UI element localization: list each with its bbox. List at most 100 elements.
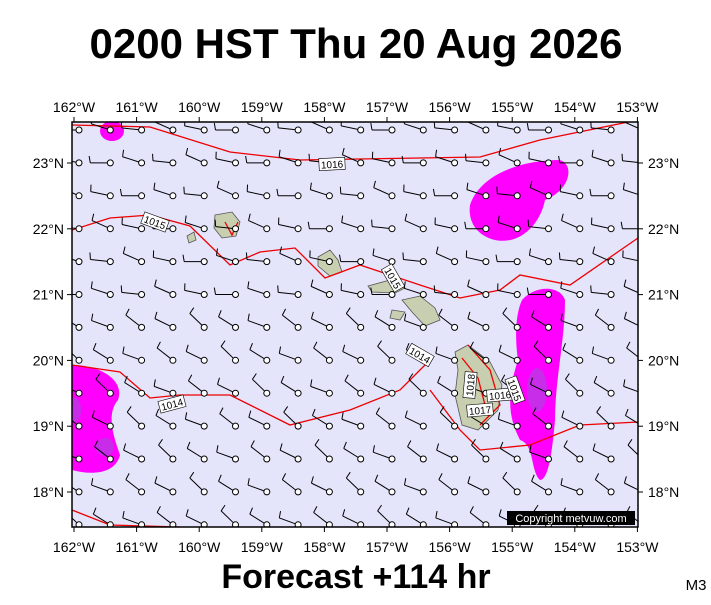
barb-station xyxy=(420,423,426,429)
barb-station xyxy=(389,193,395,199)
lat-label-right: 18°N xyxy=(648,484,679,500)
lon-label-top: 155°W xyxy=(491,99,534,115)
barb-station xyxy=(452,456,458,462)
barb-station xyxy=(358,160,364,166)
barb-station xyxy=(483,324,489,330)
barb-station xyxy=(577,160,583,166)
barb-station xyxy=(608,226,614,232)
barb-station xyxy=(420,489,426,495)
barb-station xyxy=(358,390,364,396)
barb-station xyxy=(577,193,583,199)
copyright: Copyright metvuw.com xyxy=(515,513,626,525)
lat-label-right: 21°N xyxy=(648,287,679,303)
barb-station xyxy=(452,357,458,363)
lon-label-bottom: 161°W xyxy=(116,539,159,555)
barb-station xyxy=(326,324,332,330)
barb-station xyxy=(139,390,145,396)
barb-station xyxy=(170,324,176,330)
barb-station xyxy=(233,160,239,166)
barb-station xyxy=(170,160,176,166)
barb-station xyxy=(233,193,239,199)
barb-station xyxy=(577,489,583,495)
isobar-label: 1017 xyxy=(467,403,494,418)
barb-station xyxy=(577,127,583,133)
barb-station xyxy=(546,456,552,462)
barb-station xyxy=(389,324,395,330)
map-title: 0200 HST Thu 20 Aug 2026 xyxy=(90,20,623,67)
barb-feather xyxy=(62,310,65,316)
barb-station xyxy=(577,292,583,298)
barb-station xyxy=(608,357,614,363)
barb-feather xyxy=(58,123,59,130)
lat-label-left: 20°N xyxy=(33,352,64,368)
lon-label-bottom: 157°W xyxy=(366,539,409,555)
barb-station xyxy=(546,226,552,232)
barb-station xyxy=(358,456,364,462)
barb-station xyxy=(76,193,82,199)
barb-station xyxy=(233,127,239,133)
barb-station xyxy=(389,489,395,495)
barb-station xyxy=(170,489,176,495)
barb-station xyxy=(577,456,583,462)
barb-station xyxy=(201,226,207,232)
barb-station xyxy=(326,259,332,265)
barb-station xyxy=(358,226,364,232)
barb-station xyxy=(420,390,426,396)
lon-label-top: 159°W xyxy=(241,99,284,115)
barb-station xyxy=(264,292,270,298)
lon-label-top: 161°W xyxy=(116,99,159,115)
barb-station xyxy=(608,324,614,330)
barb-feather xyxy=(63,408,66,414)
barb-station xyxy=(233,324,239,330)
barb-station xyxy=(639,390,645,396)
barb-station xyxy=(420,456,426,462)
barb-station xyxy=(201,127,207,133)
barb-feather xyxy=(468,115,470,122)
barb-station xyxy=(295,226,301,232)
barb-station xyxy=(264,456,270,462)
barb-station xyxy=(452,423,458,429)
barb-feather xyxy=(65,505,69,511)
barb-station xyxy=(76,259,82,265)
barb-station xyxy=(76,292,82,298)
barb-station xyxy=(452,259,458,265)
barb-station xyxy=(608,456,614,462)
lon-label-bottom: 155°W xyxy=(491,539,534,555)
barb-feather xyxy=(155,115,157,122)
lon-label-top: 156°W xyxy=(429,99,472,115)
barb-station xyxy=(483,357,489,363)
barb-station xyxy=(170,226,176,232)
barb-station xyxy=(139,456,145,462)
barb-station xyxy=(514,489,520,495)
barb-station xyxy=(358,259,364,265)
barb-station xyxy=(452,390,458,396)
lon-label-bottom: 159°W xyxy=(241,539,284,555)
barb-station xyxy=(201,292,207,298)
barb-station xyxy=(76,423,82,429)
lat-label-left: 23°N xyxy=(33,155,64,171)
barb-station xyxy=(264,489,270,495)
barb-station xyxy=(326,292,332,298)
barb-station xyxy=(608,160,614,166)
barb-station xyxy=(76,127,82,133)
barb-station xyxy=(514,357,520,363)
barb-station xyxy=(264,127,270,133)
barb-station xyxy=(107,456,113,462)
barb-station xyxy=(358,127,364,133)
barb-station xyxy=(389,226,395,232)
barb-station xyxy=(139,324,145,330)
barb-station xyxy=(326,127,332,133)
lat-label-left: 19°N xyxy=(33,418,64,434)
barb-station xyxy=(107,226,113,232)
barb-station xyxy=(639,324,645,330)
barb-station xyxy=(139,160,145,166)
barb-station xyxy=(514,160,520,166)
barb-station xyxy=(107,357,113,363)
barb-station xyxy=(420,127,426,133)
barb-station xyxy=(608,292,614,298)
barb-station xyxy=(295,259,301,265)
barb-station xyxy=(483,489,489,495)
barb-station xyxy=(358,423,364,429)
barb-station xyxy=(326,390,332,396)
